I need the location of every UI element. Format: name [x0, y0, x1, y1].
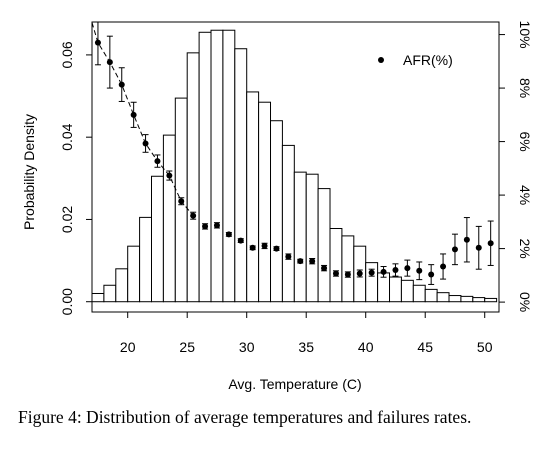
data-point	[166, 172, 173, 179]
data-point	[404, 265, 411, 272]
plot-frame	[91, 21, 500, 313]
legend: AFR(%)	[378, 52, 453, 68]
hist-bar	[281, 144, 295, 303]
data-point	[309, 258, 316, 265]
hist-bar	[329, 228, 343, 303]
data-point	[142, 140, 149, 147]
hist-bar	[210, 29, 224, 303]
data-point	[321, 265, 328, 272]
hist-bar	[258, 101, 272, 303]
hist-bar	[484, 297, 498, 303]
hist-bar	[162, 134, 176, 303]
data-point	[344, 271, 351, 278]
y2-tick-label: 8%	[517, 78, 533, 98]
data-point	[356, 270, 363, 277]
hist-bar	[412, 284, 426, 303]
hist-bar	[91, 292, 105, 303]
hist-bar	[222, 29, 236, 303]
hist-bar	[424, 288, 438, 303]
data-point	[273, 245, 280, 252]
data-point	[130, 111, 137, 118]
hist-bar	[305, 173, 319, 303]
y2-tick-label: 6%	[517, 131, 533, 151]
hist-bar	[115, 268, 129, 303]
data-point	[261, 242, 268, 249]
y-tick-label: 0.06	[59, 41, 75, 68]
x-tick-label: 35	[298, 339, 314, 355]
x-tick-label: 50	[477, 339, 493, 355]
data-point	[416, 267, 423, 274]
data-point	[190, 212, 197, 219]
x-tick-label: 25	[179, 339, 195, 355]
y-axis-right: 0% 2% 4% 6% 8% 10%	[499, 21, 533, 312]
data-point	[487, 240, 494, 247]
legend-marker	[378, 57, 384, 63]
data-point	[106, 59, 113, 66]
y-axis-label: Probability Density	[21, 114, 37, 230]
hist-bar	[234, 48, 248, 303]
data-point	[94, 39, 101, 46]
data-point	[475, 244, 482, 251]
hist-bar	[341, 235, 355, 303]
hist-bar	[139, 216, 153, 303]
y-tick-label: 0.00	[59, 288, 75, 315]
data-point	[154, 158, 161, 165]
y-tick-label: 0.02	[59, 206, 75, 233]
data-point	[202, 223, 209, 230]
x-axis: 20 25 30 35 40 45 50	[120, 312, 493, 355]
hist-bar	[389, 276, 402, 303]
x-tick-label: 45	[417, 339, 433, 355]
figure-caption: Figure 4: Distribution of average temper…	[18, 407, 472, 427]
hist-bar	[103, 284, 117, 303]
hist-bar	[436, 292, 450, 303]
hist-bar	[270, 120, 283, 303]
y2-tick-label: 2%	[517, 238, 533, 258]
data-point	[213, 222, 220, 229]
x-tick-label: 20	[120, 339, 136, 355]
data-point	[392, 267, 399, 273]
data-point	[368, 269, 375, 276]
y2-tick-label: 0%	[517, 292, 533, 312]
data-point	[118, 81, 125, 88]
legend-label: AFR(%)	[403, 52, 453, 68]
data-point	[440, 263, 447, 270]
hist-bar	[460, 295, 474, 303]
hist-bar	[246, 91, 260, 303]
afr-points	[94, 39, 494, 278]
y-tick-label: 0.04	[59, 123, 75, 150]
hist-bar	[472, 297, 486, 303]
data-point	[285, 253, 292, 260]
data-point	[225, 231, 232, 238]
hist-bar	[365, 262, 379, 303]
data-point	[332, 270, 339, 277]
x-tick-label: 40	[358, 339, 374, 355]
y2-tick-label: 10%	[517, 21, 533, 49]
afr-fit-curve	[91, 22, 194, 217]
hist-bar	[127, 245, 141, 303]
hist-bar	[400, 279, 414, 303]
hist-bar	[317, 188, 331, 303]
data-point	[237, 237, 244, 244]
y-axis-left: 0.00 0.02 0.04 0.06	[59, 41, 92, 315]
hist-bar	[448, 295, 462, 303]
hist-bar	[198, 31, 212, 303]
y2-tick-label: 4%	[517, 185, 533, 205]
hist-bar	[293, 171, 307, 303]
data-point	[451, 246, 458, 253]
fit-line	[91, 22, 194, 217]
x-tick-label: 30	[239, 339, 255, 355]
data-point	[380, 268, 387, 275]
data-point	[428, 271, 435, 278]
data-point	[463, 236, 470, 243]
chart: 20 25 30 35 40 45 50 0.00 0.02 0.04 0.06 0% 2% 4% 6%…	[21, 21, 533, 392]
data-point	[297, 258, 304, 265]
histogram-bars	[91, 29, 498, 303]
data-point	[249, 244, 256, 251]
data-point	[178, 198, 185, 205]
hist-bar	[186, 52, 200, 303]
x-axis-label: Avg. Temperature (C)	[228, 376, 361, 392]
hist-bar	[151, 175, 164, 303]
